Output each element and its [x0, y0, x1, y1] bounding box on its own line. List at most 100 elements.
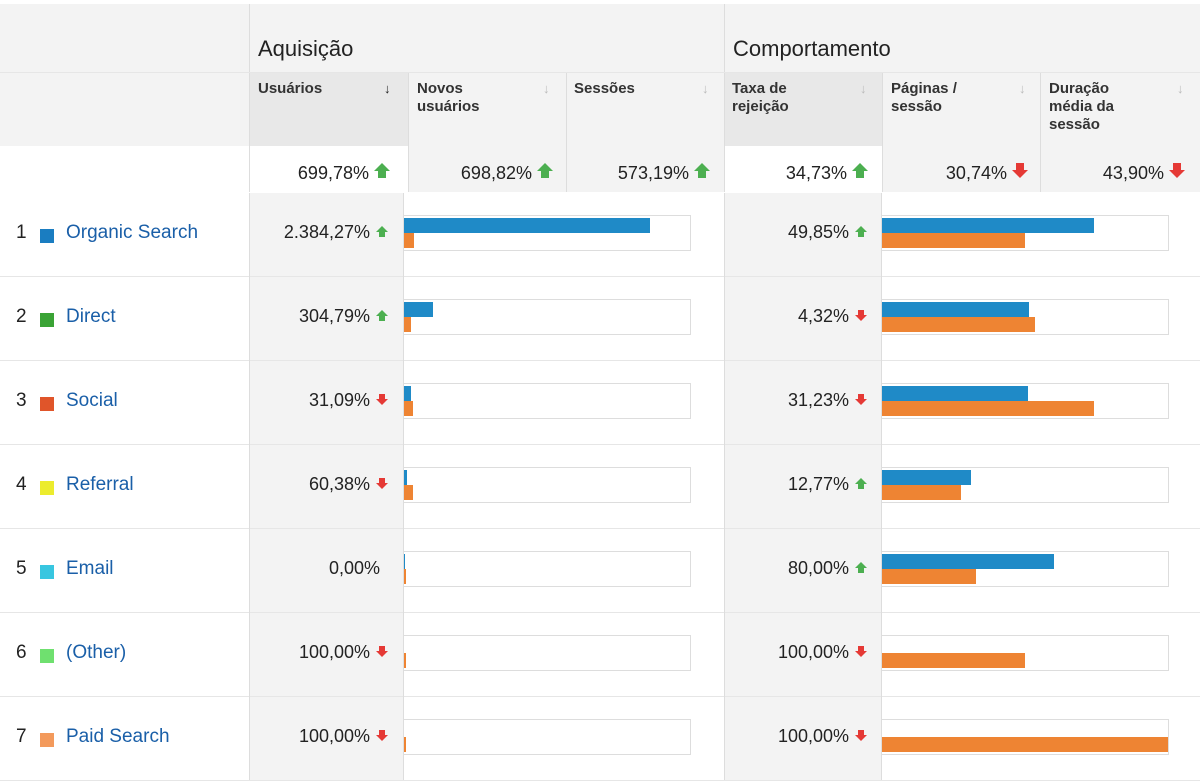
sort-arrow-icon[interactable]: ↓ — [702, 81, 709, 96]
users-value: 304,79% — [250, 306, 388, 327]
current-bar — [404, 302, 433, 317]
divider — [0, 72, 1200, 73]
previous-bar — [404, 401, 413, 416]
bounce-bar-chart — [881, 551, 1169, 587]
sort-arrow-icon[interactable]: ↓ — [384, 81, 391, 96]
users-bar-chart — [403, 467, 691, 503]
previous-bar — [404, 569, 406, 584]
sort-arrow-icon[interactable]: ↓ — [1019, 81, 1026, 96]
trend-down-icon — [855, 646, 867, 658]
bounce-bar-chart — [881, 215, 1169, 251]
users-value: 31,09% — [250, 390, 388, 411]
previous-bar — [404, 653, 406, 668]
row-number: 4 — [16, 474, 27, 495]
trend-up-icon — [376, 310, 388, 322]
column-header-pages-session[interactable]: Páginas / sessão ↓ — [882, 72, 1040, 146]
row-number: 3 — [16, 390, 27, 411]
column-header-bounce-rate[interactable]: Taxa de rejeição ↓ — [724, 72, 882, 146]
column-label: Novos usuários — [417, 80, 480, 115]
previous-bar — [882, 401, 1094, 416]
channel-color-swatch — [40, 397, 54, 411]
users-percent: 100,00% — [298, 642, 370, 662]
current-bar — [404, 554, 405, 569]
users-value: 100,00% — [250, 642, 388, 663]
previous-bar — [882, 569, 976, 584]
column-header-users[interactable]: Usuários ↓ — [250, 72, 408, 146]
bounce-cell-bg — [724, 277, 881, 361]
users-bar-chart — [403, 635, 691, 671]
channel-color-swatch — [40, 313, 54, 327]
channel-link[interactable]: Organic Search — [66, 222, 199, 243]
previous-bar — [882, 485, 961, 500]
divider — [566, 72, 567, 192]
trend-up-icon — [376, 226, 388, 238]
previous-bar — [404, 737, 406, 752]
table-row: 2 Direct 304,79% 4,32% — [0, 277, 1200, 361]
users-percent: 60,38% — [308, 474, 370, 494]
group-title-acquisition: Aquisição — [258, 36, 354, 61]
previous-bar — [404, 485, 413, 500]
current-bar — [404, 218, 650, 233]
divider — [403, 193, 404, 780]
sort-arrow-icon[interactable]: ↓ — [860, 81, 867, 96]
channel-color-swatch — [40, 565, 54, 579]
channel-link[interactable]: Direct — [66, 306, 116, 327]
row-number: 7 — [16, 726, 27, 747]
table-row: 1 Organic Search 2.384,27% 49,85% — [0, 193, 1200, 277]
sorted-column-highlight — [250, 72, 408, 146]
summary-pages-session: 30,74% — [882, 163, 1028, 184]
bounce-cell-bg — [724, 445, 881, 529]
users-bar-chart — [403, 215, 691, 251]
sort-arrow-icon[interactable]: ↓ — [1177, 81, 1184, 96]
summary-users: 699,78% — [250, 163, 390, 184]
divider — [0, 360, 1200, 361]
users-percent: 100,00% — [298, 726, 370, 746]
table-row: 6 (Other) 100,00% 100,00% — [0, 613, 1200, 697]
channel-color-swatch — [40, 481, 54, 495]
channel-link[interactable]: (Other) — [66, 642, 127, 663]
bounce-percent: 80,00% — [787, 558, 849, 578]
summary-bounce-rate: 34,73% — [724, 163, 868, 184]
bounce-bar-chart — [881, 383, 1169, 419]
users-percent: 31,09% — [308, 390, 370, 410]
trend-down-icon — [376, 730, 388, 742]
bounce-percent: 100,00% — [777, 726, 849, 746]
previous-bar — [404, 317, 411, 332]
divider — [0, 276, 1200, 277]
summary-sessions: 573,19% — [566, 163, 710, 184]
divider — [408, 72, 409, 192]
trend-up-icon — [855, 562, 867, 574]
sort-arrow-icon[interactable]: ↓ — [543, 81, 550, 96]
channel-link[interactable]: Social — [66, 390, 118, 411]
bounce-value: 100,00% — [724, 642, 867, 663]
users-percent: 304,79% — [298, 306, 370, 326]
bounce-cell-bg — [724, 613, 881, 697]
bounce-bar-chart — [881, 467, 1169, 503]
divider — [1040, 72, 1041, 192]
bounce-percent: 31,23% — [787, 390, 849, 410]
bounce-value: 100,00% — [724, 726, 867, 747]
column-header-avg-duration[interactable]: Duração média da sessão ↓ — [1040, 72, 1200, 146]
column-label: Páginas / sessão — [891, 80, 957, 115]
channel-link[interactable]: Paid Search — [66, 726, 170, 747]
row-number: 6 — [16, 642, 27, 663]
divider — [0, 696, 1200, 697]
channel-link[interactable]: Referral — [66, 474, 134, 495]
bounce-bar-chart — [881, 299, 1169, 335]
previous-bar — [882, 233, 1025, 248]
trend-up-icon — [855, 478, 867, 490]
column-header-new-users[interactable]: Novos usuários ↓ — [409, 72, 566, 146]
channel-link[interactable]: Email — [66, 558, 114, 579]
column-header-sessions[interactable]: Sessões ↓ — [566, 72, 724, 146]
users-bar-chart — [403, 383, 691, 419]
column-label: Usuários — [258, 80, 323, 97]
current-bar — [404, 386, 411, 401]
bounce-percent: 100,00% — [777, 642, 849, 662]
trend-up-icon — [374, 163, 390, 179]
users-cell-bg — [250, 529, 403, 613]
users-percent: 0,00% — [328, 558, 380, 578]
current-bar — [882, 218, 1094, 233]
divider — [882, 72, 883, 192]
channel-color-swatch — [40, 649, 54, 663]
users-value: 100,00% — [250, 726, 388, 747]
